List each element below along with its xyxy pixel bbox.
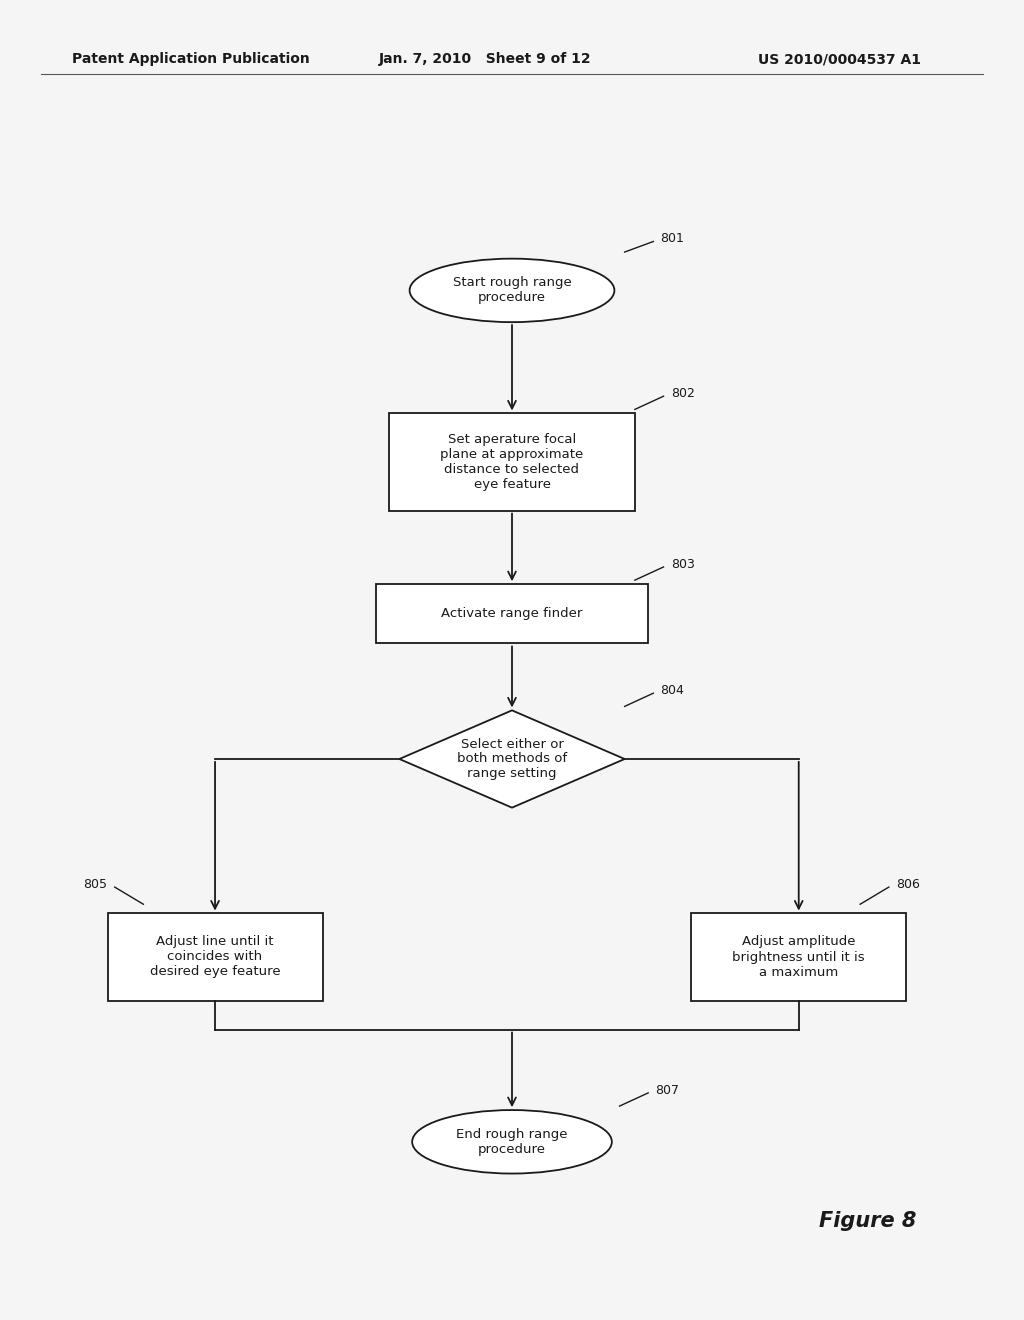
Text: 806: 806	[896, 878, 920, 891]
Polygon shape	[399, 710, 625, 808]
Bar	[108, 913, 323, 1001]
Bar	[691, 913, 906, 1001]
Text: Start rough range
procedure: Start rough range procedure	[453, 276, 571, 305]
Bar	[389, 413, 635, 511]
Text: 807: 807	[655, 1084, 679, 1097]
Text: US 2010/0004537 A1: US 2010/0004537 A1	[758, 53, 921, 66]
Text: Figure 8: Figure 8	[819, 1210, 916, 1232]
Ellipse shape	[410, 259, 614, 322]
Text: Patent Application Publication: Patent Application Publication	[72, 53, 309, 66]
Text: 801: 801	[660, 232, 684, 246]
Text: Activate range finder: Activate range finder	[441, 607, 583, 620]
Text: Adjust line until it
coincides with
desired eye feature: Adjust line until it coincides with desi…	[150, 936, 281, 978]
Bar	[377, 585, 648, 643]
Text: Set aperature focal
plane at approximate
distance to selected
eye feature: Set aperature focal plane at approximate…	[440, 433, 584, 491]
Text: End rough range
procedure: End rough range procedure	[457, 1127, 567, 1156]
Text: 804: 804	[660, 684, 684, 697]
Text: 803: 803	[671, 558, 694, 570]
Text: Adjust amplitude
brightness until it is
a maximum: Adjust amplitude brightness until it is …	[732, 936, 865, 978]
Text: Select either or
both methods of
range setting: Select either or both methods of range s…	[457, 738, 567, 780]
Text: 802: 802	[671, 387, 694, 400]
Ellipse shape	[412, 1110, 612, 1173]
Text: 805: 805	[84, 878, 108, 891]
Text: Jan. 7, 2010   Sheet 9 of 12: Jan. 7, 2010 Sheet 9 of 12	[379, 53, 592, 66]
